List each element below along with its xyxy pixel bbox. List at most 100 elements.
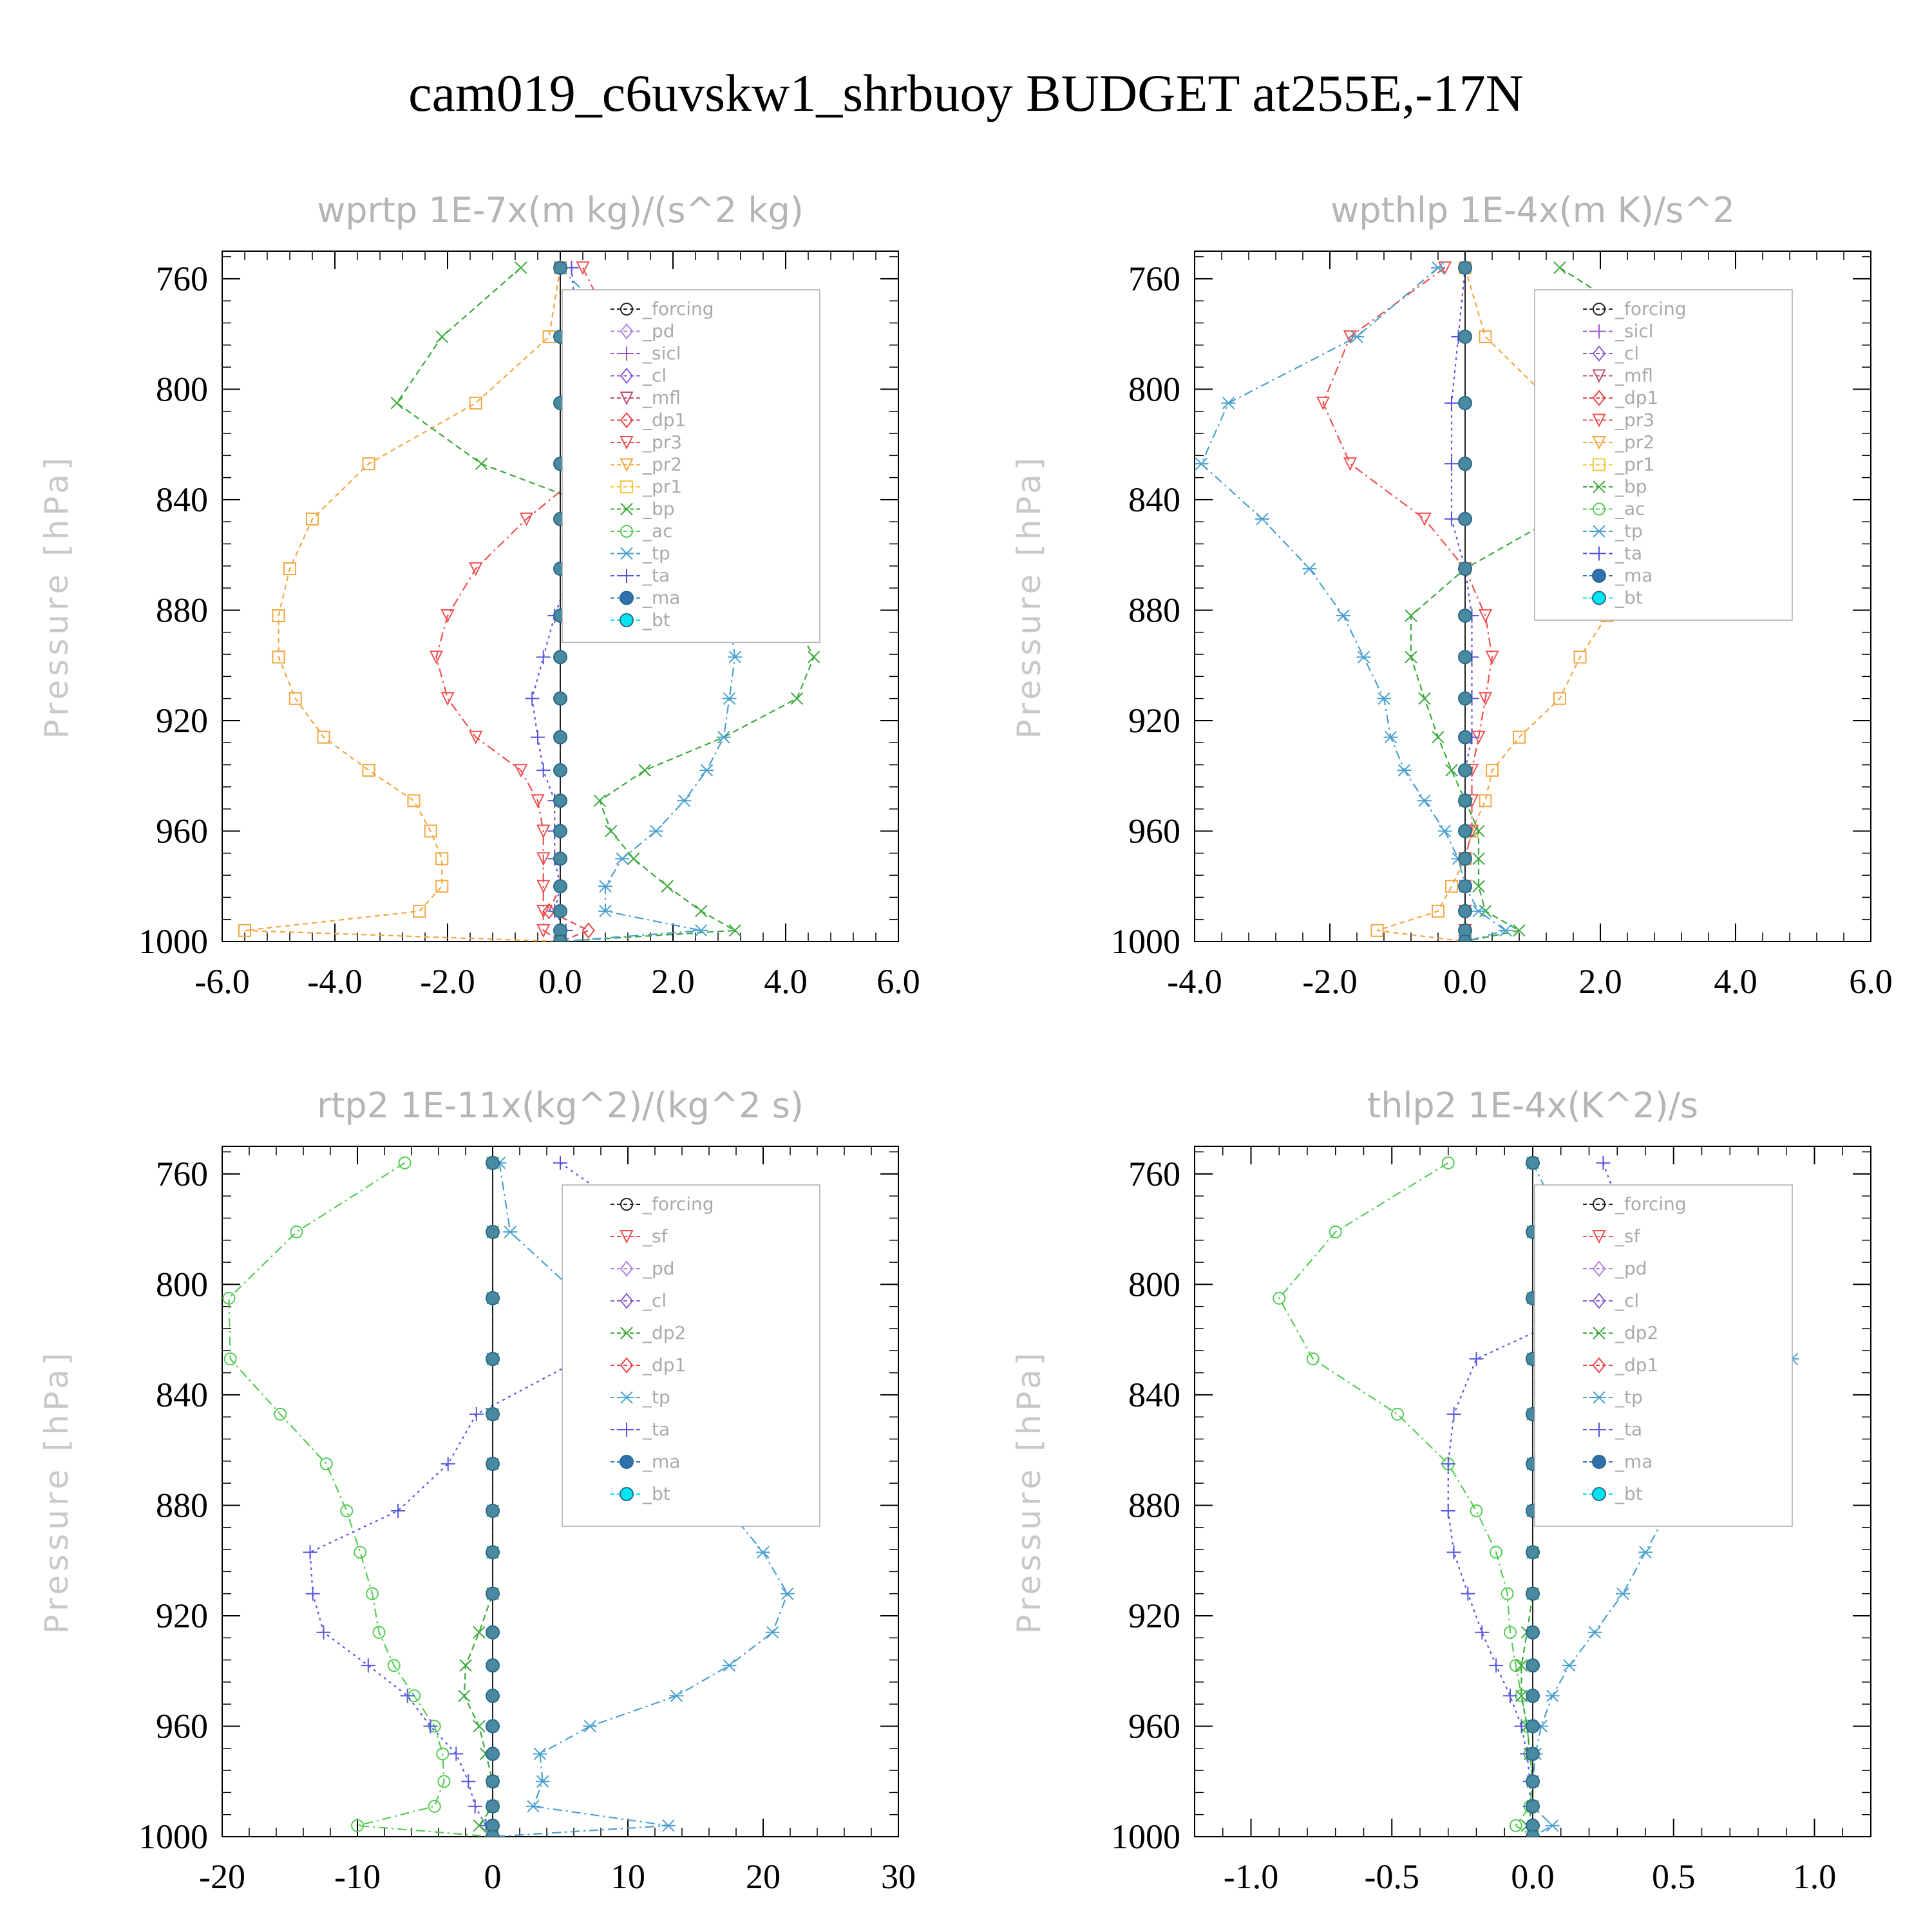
data-point — [1553, 261, 1566, 274]
y-tick-label: 960 — [156, 811, 208, 850]
data-point — [1458, 511, 1472, 526]
legend-item: _ta — [1583, 543, 1642, 564]
data-point — [283, 562, 296, 576]
data-point — [449, 1747, 464, 1761]
legend-marker — [1593, 1198, 1605, 1211]
y-tick-label: 840 — [1128, 1376, 1180, 1414]
y-axis-label: Pressure [hPa] — [38, 1349, 75, 1634]
legend-label: _bt — [642, 609, 670, 630]
legend-box — [562, 289, 820, 643]
y-tick-label: 840 — [156, 1376, 208, 1414]
data-point — [486, 1155, 500, 1170]
data-point — [553, 691, 567, 706]
x-tick-label: 2.0 — [1578, 962, 1622, 1001]
data-point — [391, 1504, 405, 1519]
panels: wprtp 1E-7x(m kg)/(s^2 kg) Pressure [hPa]… — [38, 190, 1893, 1896]
legend-marker — [1592, 1487, 1606, 1501]
panel-title: wpthlp 1E-4x(m K)/s^2 — [1331, 190, 1735, 231]
data-point — [398, 1156, 412, 1170]
legend-item: _cl — [1583, 1290, 1639, 1311]
legend-label: _ac — [1615, 498, 1645, 520]
legend-marker — [620, 412, 634, 429]
legend-item: _forcing — [1583, 298, 1687, 319]
data-point — [1444, 457, 1459, 471]
data-point — [598, 880, 612, 893]
legend-item: _ma — [611, 587, 680, 609]
legend-marker — [1592, 324, 1606, 339]
data-point — [1397, 764, 1412, 777]
series-bt — [1458, 260, 1472, 942]
data-point — [486, 1406, 500, 1421]
data-point — [223, 1352, 237, 1366]
data-point — [553, 851, 567, 866]
legend-label: _pr3 — [642, 431, 682, 453]
legend-item: _sicl — [1583, 321, 1654, 342]
panel-title: rtp2 1E-11x(kg^2)/(kg^2 s) — [317, 1085, 804, 1126]
data-point — [615, 852, 630, 866]
legend-item: _sf — [611, 1226, 668, 1247]
data-point — [1472, 824, 1485, 838]
plot-area — [222, 1155, 795, 1837]
data-point — [305, 1586, 320, 1601]
y-tick-label: 1000 — [1111, 922, 1180, 961]
data-point — [436, 1747, 450, 1761]
legend-item: _pr2 — [1583, 431, 1654, 453]
legend-label: _mfl — [642, 387, 681, 408]
x-tick-label: 30 — [881, 1857, 916, 1896]
legend-item: _ta — [611, 1419, 670, 1440]
legend-label: _ta — [642, 565, 670, 586]
y-tick-label: 760 — [156, 260, 208, 298]
legend-item: _mfl — [1583, 365, 1653, 386]
data-point — [1458, 851, 1472, 866]
y-axis-label: Pressure [hPa] — [1010, 1349, 1048, 1634]
legend-marker — [620, 1293, 634, 1309]
data-point — [553, 763, 567, 778]
legend-label: _sicl — [642, 343, 681, 364]
data-point — [1526, 1719, 1540, 1734]
data-point — [1458, 879, 1472, 894]
panel-4: thlp2 1E-4x(K^2)/s Pressure [hPa] 760 800 84… — [1010, 1085, 1871, 1896]
series-line — [309, 1162, 670, 1837]
data-point — [400, 1689, 415, 1703]
legend-label: _dp2 — [1615, 1322, 1658, 1343]
panel-2: wpthlp 1E-4x(m K)/s^2 Pressure [hPa] 760 80… — [1010, 190, 1893, 1001]
data-point — [536, 852, 551, 866]
legend-item: _ma — [1583, 1451, 1653, 1472]
legend-label: _pr1 — [642, 476, 682, 497]
data-point — [1503, 1689, 1517, 1703]
data-point — [1526, 1747, 1540, 1761]
legend-marker — [1592, 436, 1606, 450]
panel-title: wprtp 1E-7x(m kg)/(s^2 kg) — [317, 190, 804, 231]
data-point — [423, 1719, 438, 1734]
legend-box — [1534, 1184, 1793, 1527]
data-point — [694, 924, 708, 937]
data-point — [1405, 650, 1417, 664]
data-point — [1444, 511, 1459, 526]
data-point — [605, 824, 618, 838]
legend-item: _ta — [611, 565, 670, 586]
data-point — [553, 1155, 567, 1170]
legend-marker — [1592, 1293, 1606, 1309]
data-point — [1526, 1658, 1540, 1673]
legend-marker — [620, 547, 634, 560]
data-point — [435, 880, 449, 893]
data-point — [486, 1545, 500, 1560]
data-point — [1545, 1689, 1560, 1703]
legend-item: _dp1 — [611, 1354, 686, 1376]
y-tick-label: 760 — [1128, 1155, 1180, 1193]
y-tick-label: 800 — [156, 1265, 208, 1303]
legend-label: _ac — [642, 520, 673, 542]
data-point — [536, 923, 551, 938]
data-point — [1444, 395, 1459, 410]
legend-marker — [620, 525, 633, 538]
legend-label: _ma — [642, 1451, 680, 1472]
data-point — [536, 650, 551, 665]
y-tick-label: 920 — [1128, 1596, 1180, 1635]
data-point — [1350, 330, 1364, 343]
data-point — [366, 1587, 379, 1600]
legend-marker — [1592, 1230, 1606, 1244]
data-point — [1445, 880, 1458, 893]
legend-marker — [620, 1391, 634, 1404]
x-tick-label: -0.5 — [1365, 1857, 1419, 1896]
legend-marker — [1592, 591, 1606, 605]
